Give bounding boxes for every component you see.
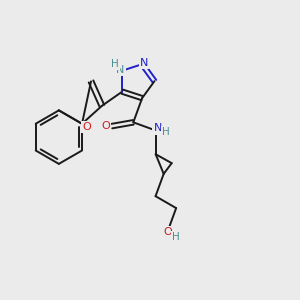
- Text: N: N: [140, 58, 148, 68]
- Text: H: H: [162, 128, 170, 137]
- Text: O: O: [82, 122, 91, 132]
- Text: O: O: [101, 121, 110, 131]
- Text: H: H: [172, 232, 180, 242]
- Text: O: O: [163, 227, 172, 237]
- Text: N: N: [154, 124, 162, 134]
- Text: N: N: [116, 65, 124, 75]
- Text: H: H: [111, 59, 119, 69]
